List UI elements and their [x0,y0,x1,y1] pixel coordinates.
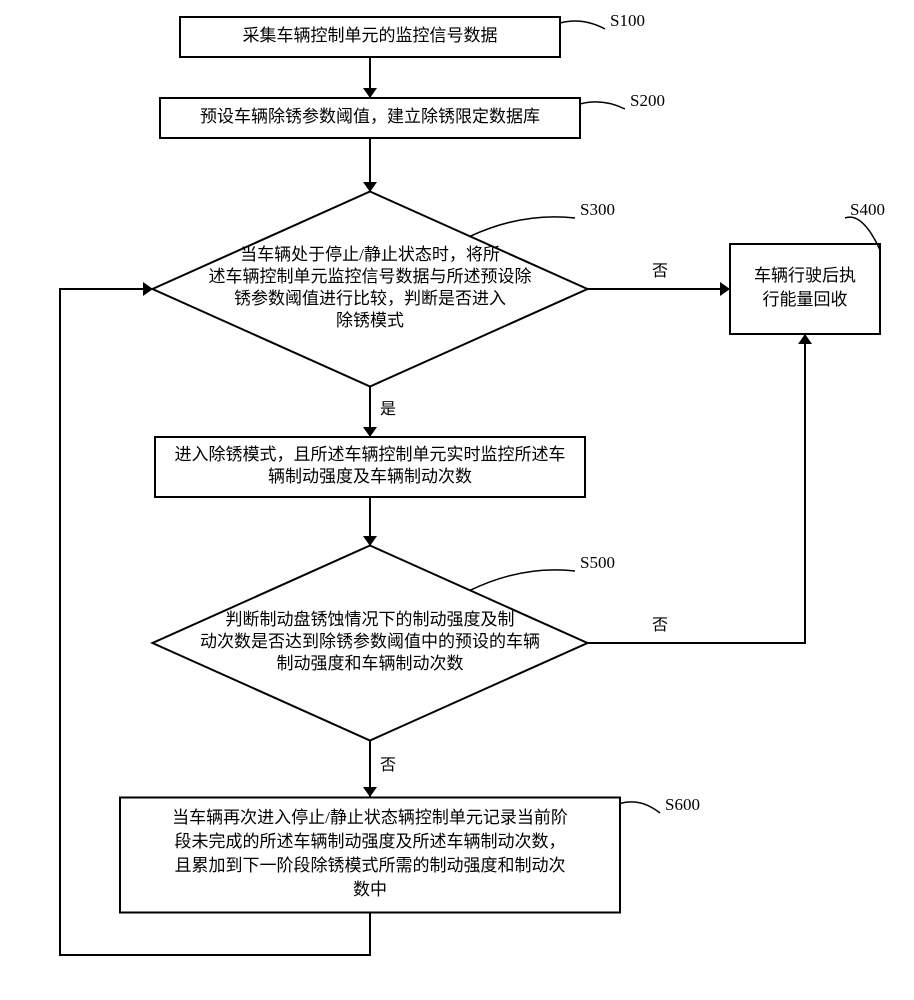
tag-leader [470,570,575,590]
node-text: 预设车辆除锈参数阈值，建立除锈限定数据库 [200,107,540,126]
tag-leader [580,102,625,109]
node-text: 段未完成的所述车辆制动强度及所述车辆制动次数， [175,832,566,851]
step-tag: S300 [580,200,615,219]
step-tag: S400 [850,200,885,219]
flowchart-canvas: 是否否否采集车辆控制单元的监控信号数据S100预设车辆除锈参数阈值，建立除锈限定… [0,0,914,1000]
node-text: 当车辆处于停止/静止状态时，将所 [240,245,500,264]
step-tag: S200 [630,91,665,110]
node-s300: 当车辆处于停止/静止状态时，将所述车辆控制单元监控信号数据与所述预设除锈参数阈值… [153,192,588,387]
node-s100: 采集车辆控制单元的监控信号数据 [180,17,560,57]
tag-leader [620,802,660,813]
node-text: 采集车辆控制单元的监控信号数据 [243,26,498,45]
edge-label: 是 [380,401,396,418]
node-text: 进入除锈模式，且所述车辆控制单元实时监控所述车 [175,445,566,464]
node-s400: 车辆行驶后执行能量回收 [730,244,880,334]
node-text: 且累加到下一阶段除锈模式所需的制动强度和制动次 [175,856,566,875]
node-text: 车辆行驶后执 [754,266,856,285]
node-s500: 判断制动盘锈蚀情况下的制动强度及制动次数是否达到除锈参数阈值中的预设的车辆制动强… [153,546,588,741]
node-text: 行能量回收 [763,290,848,309]
node-text: 锈参数阈值进行比较，判断是否进入 [234,289,506,308]
node-text: 除锈模式 [336,311,404,330]
edge-label: 否 [652,263,668,280]
node-text: 数中 [353,880,387,899]
node-text: 判断制动盘锈蚀情况下的制动强度及制 [226,610,515,629]
node-text: 制动强度和车辆制动次数 [277,654,464,673]
edge-label: 否 [380,757,396,774]
step-tag: S100 [610,11,645,30]
node-text: 动次数是否达到除锈参数阈值中的预设的车辆 [200,632,540,651]
node-s200: 预设车辆除锈参数阈值，建立除锈限定数据库 [160,98,580,138]
node-text: 辆制动强度及车辆制动次数 [268,467,472,486]
step-tag: S500 [580,553,615,572]
node-s600: 当车辆再次进入停止/静止状态辆控制单元记录当前阶段未完成的所述车辆制动强度及所述… [120,798,620,913]
tag-leader [470,217,575,237]
edge-label: 否 [652,617,668,634]
node-mid: 进入除锈模式，且所述车辆控制单元实时监控所述车辆制动强度及车辆制动次数 [155,437,585,497]
step-tag: S600 [665,795,700,814]
node-text: 述车辆控制单元监控信号数据与所述预设除 [209,267,532,286]
node-text: 当车辆再次进入停止/静止状态辆控制单元记录当前阶 [172,808,568,827]
tag-leader [560,21,605,29]
flow-edge [587,334,805,643]
